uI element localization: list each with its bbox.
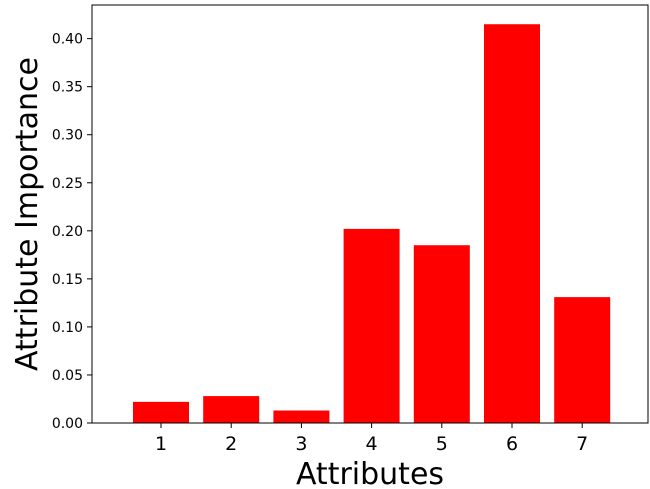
y-axis-ticks: 0.00 0.05 0.10 0.15 0.20 0.25 0.30 0.35 0.40 [52, 32, 92, 432]
y-tick-label: 0.15 [52, 272, 83, 288]
x-tick-label: 6 [506, 433, 518, 455]
bar-1 [133, 401, 189, 423]
x-tick-label: 5 [436, 433, 448, 455]
x-tick-label: 7 [576, 433, 588, 455]
y-tick-label: 0.35 [52, 80, 83, 96]
x-axis-label: Attributes [296, 457, 444, 489]
y-tick-label: 0.30 [52, 128, 83, 144]
x-tick-label: 3 [295, 433, 307, 455]
bar-2 [203, 396, 260, 423]
plot-frame [91, 4, 649, 424]
bar-5 [413, 245, 470, 423]
y-tick-label: 0.25 [52, 176, 83, 192]
x-axis-ticks: 1 2 3 4 5 6 7 [155, 423, 588, 455]
bars-group [133, 24, 611, 424]
y-tick-label: 0.10 [52, 320, 83, 336]
y-tick-label: 0.20 [52, 224, 83, 240]
bar-6 [484, 24, 540, 424]
bar-3 [273, 410, 330, 423]
bar-4 [343, 228, 400, 423]
bar-7 [554, 297, 611, 423]
y-axis-label: Attribute Importance [10, 57, 45, 371]
y-tick-label: 0.40 [52, 32, 83, 48]
x-tick-label: 1 [155, 433, 167, 455]
y-tick-label: 0.05 [52, 368, 83, 384]
y-tick-label: 0.00 [52, 416, 83, 432]
x-tick-label: 4 [366, 433, 378, 455]
x-tick-label: 2 [225, 433, 237, 455]
